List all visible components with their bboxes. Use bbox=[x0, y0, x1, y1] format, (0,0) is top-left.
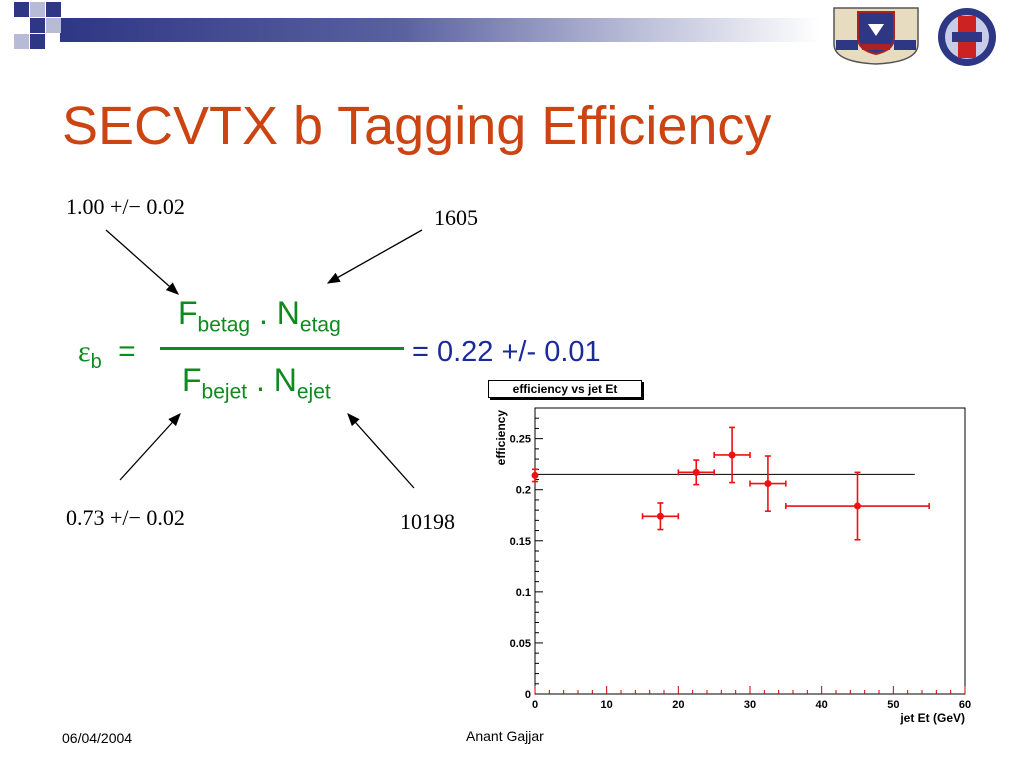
header-square-decor bbox=[46, 18, 61, 33]
header-gradient-bar bbox=[60, 18, 820, 42]
y-tick-label: 0 bbox=[525, 689, 531, 701]
x-tick-label: 10 bbox=[601, 699, 613, 711]
header-square-decor bbox=[46, 2, 61, 17]
data-point bbox=[764, 480, 772, 488]
formula-lhs: εb = bbox=[78, 335, 136, 374]
x-axis-label: jet Et (GeV) bbox=[899, 711, 965, 725]
formula-denominator: Fbejet . Nejet bbox=[182, 362, 331, 404]
cdf-logo-icon bbox=[938, 8, 996, 66]
numerator-F-sub: betag bbox=[197, 313, 251, 337]
slide-title: SECVTX b Tagging Efficiency bbox=[62, 96, 772, 156]
formula-result: = 0.22 +/- 0.01 bbox=[412, 336, 601, 368]
y-tick-label: 0.05 bbox=[510, 638, 531, 650]
arrow-bottom-right bbox=[347, 413, 415, 489]
header-square-decor bbox=[14, 34, 29, 49]
chart-title: efficiency vs jet Et bbox=[488, 380, 642, 398]
x-tick-label: 20 bbox=[672, 699, 684, 711]
arrow-top-left bbox=[105, 229, 179, 295]
x-tick-label: 50 bbox=[887, 699, 899, 711]
annotation-top-left: 1.00 +/− 0.02 bbox=[66, 194, 185, 219]
denominator-N-sub: ejet bbox=[296, 380, 331, 404]
data-point bbox=[531, 471, 539, 479]
header-square-decor bbox=[30, 34, 45, 49]
fraction-line bbox=[160, 347, 404, 350]
data-point bbox=[854, 502, 861, 510]
lhs-subscript: b bbox=[90, 351, 102, 373]
denominator-dot: . bbox=[255, 362, 265, 398]
denominator-N: N bbox=[273, 362, 297, 398]
annotation-bottom-left: 0.73 +/− 0.02 bbox=[66, 505, 185, 530]
footer-author: Anant Gajjar bbox=[466, 728, 544, 744]
annotation-top-right: 1605 bbox=[434, 205, 478, 230]
header-square-decor bbox=[30, 18, 45, 33]
arrow-bottom-left bbox=[119, 413, 181, 481]
data-point bbox=[728, 451, 736, 459]
y-tick-label: 0.15 bbox=[510, 536, 531, 548]
arrow-top-right bbox=[326, 229, 423, 284]
y-axis-label: efficiency bbox=[494, 410, 508, 466]
x-tick-label: 0 bbox=[532, 699, 538, 711]
formula-numerator: Fbetag . Netag bbox=[178, 295, 341, 337]
numerator-N-sub: etag bbox=[299, 313, 341, 337]
y-tick-label: 0.25 bbox=[510, 434, 531, 446]
lhs-equals: = bbox=[118, 335, 136, 368]
data-point bbox=[656, 512, 664, 520]
plot-frame bbox=[534, 407, 966, 695]
efficiency-chart: 0 10 20 30 40 50 60 0 0.05 0.1 0.15 0.2 0.25 jet Et (… bbox=[494, 407, 971, 725]
university-crest-icon bbox=[833, 7, 919, 65]
y-tick-label: 0.1 bbox=[516, 587, 531, 599]
header-square-decor bbox=[30, 2, 45, 17]
epsilon-symbol: ε bbox=[78, 335, 91, 368]
numerator-N: N bbox=[276, 295, 300, 331]
numerator-F: F bbox=[178, 295, 198, 331]
x-tick-label: 30 bbox=[744, 699, 756, 711]
y-tick-label: 0.2 bbox=[516, 485, 531, 497]
annotation-bottom-right: 10198 bbox=[400, 509, 455, 534]
x-tick-label: 40 bbox=[816, 699, 828, 711]
header-square-decor bbox=[14, 2, 29, 17]
numerator-dot: . bbox=[259, 295, 268, 331]
denominator-F-sub: bejet bbox=[201, 380, 248, 404]
footer-date: 06/04/2004 bbox=[62, 730, 133, 746]
denominator-F: F bbox=[182, 362, 202, 398]
x-tick-label: 60 bbox=[959, 699, 971, 711]
data-point bbox=[692, 468, 700, 476]
